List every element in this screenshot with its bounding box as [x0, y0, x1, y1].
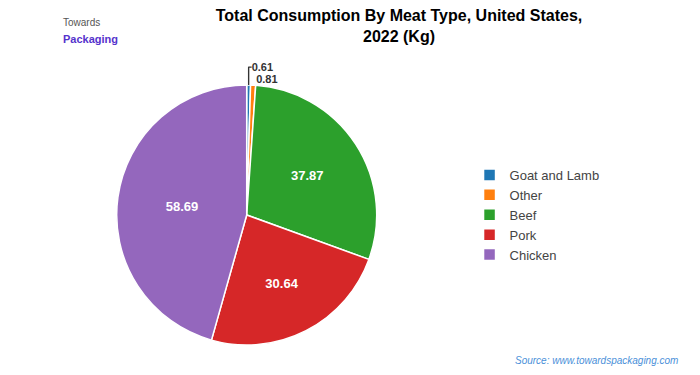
svg-text:Packaging: Packaging: [63, 33, 118, 45]
svg-text:Source: www.towardspackaging.c: Source: www.towardspackaging.com: [515, 355, 678, 366]
svg-text:Towards: Towards: [63, 17, 100, 28]
svg-text:0.61: 0.61: [252, 61, 273, 73]
svg-text:30.64: 30.64: [265, 276, 298, 291]
svg-text:Pork: Pork: [510, 228, 537, 243]
svg-text:Beef: Beef: [510, 208, 537, 223]
svg-text:Chicken: Chicken: [510, 248, 557, 263]
svg-text:37.87: 37.87: [291, 168, 324, 183]
svg-text:58.69: 58.69: [166, 199, 199, 214]
svg-text:Total Consumption By Meat Type: Total Consumption By Meat Type, United S…: [216, 7, 583, 45]
svg-text:0.81: 0.81: [256, 73, 277, 85]
svg-text:Goat and Lamb: Goat and Lamb: [510, 168, 600, 183]
svg-text:Other: Other: [510, 188, 543, 203]
